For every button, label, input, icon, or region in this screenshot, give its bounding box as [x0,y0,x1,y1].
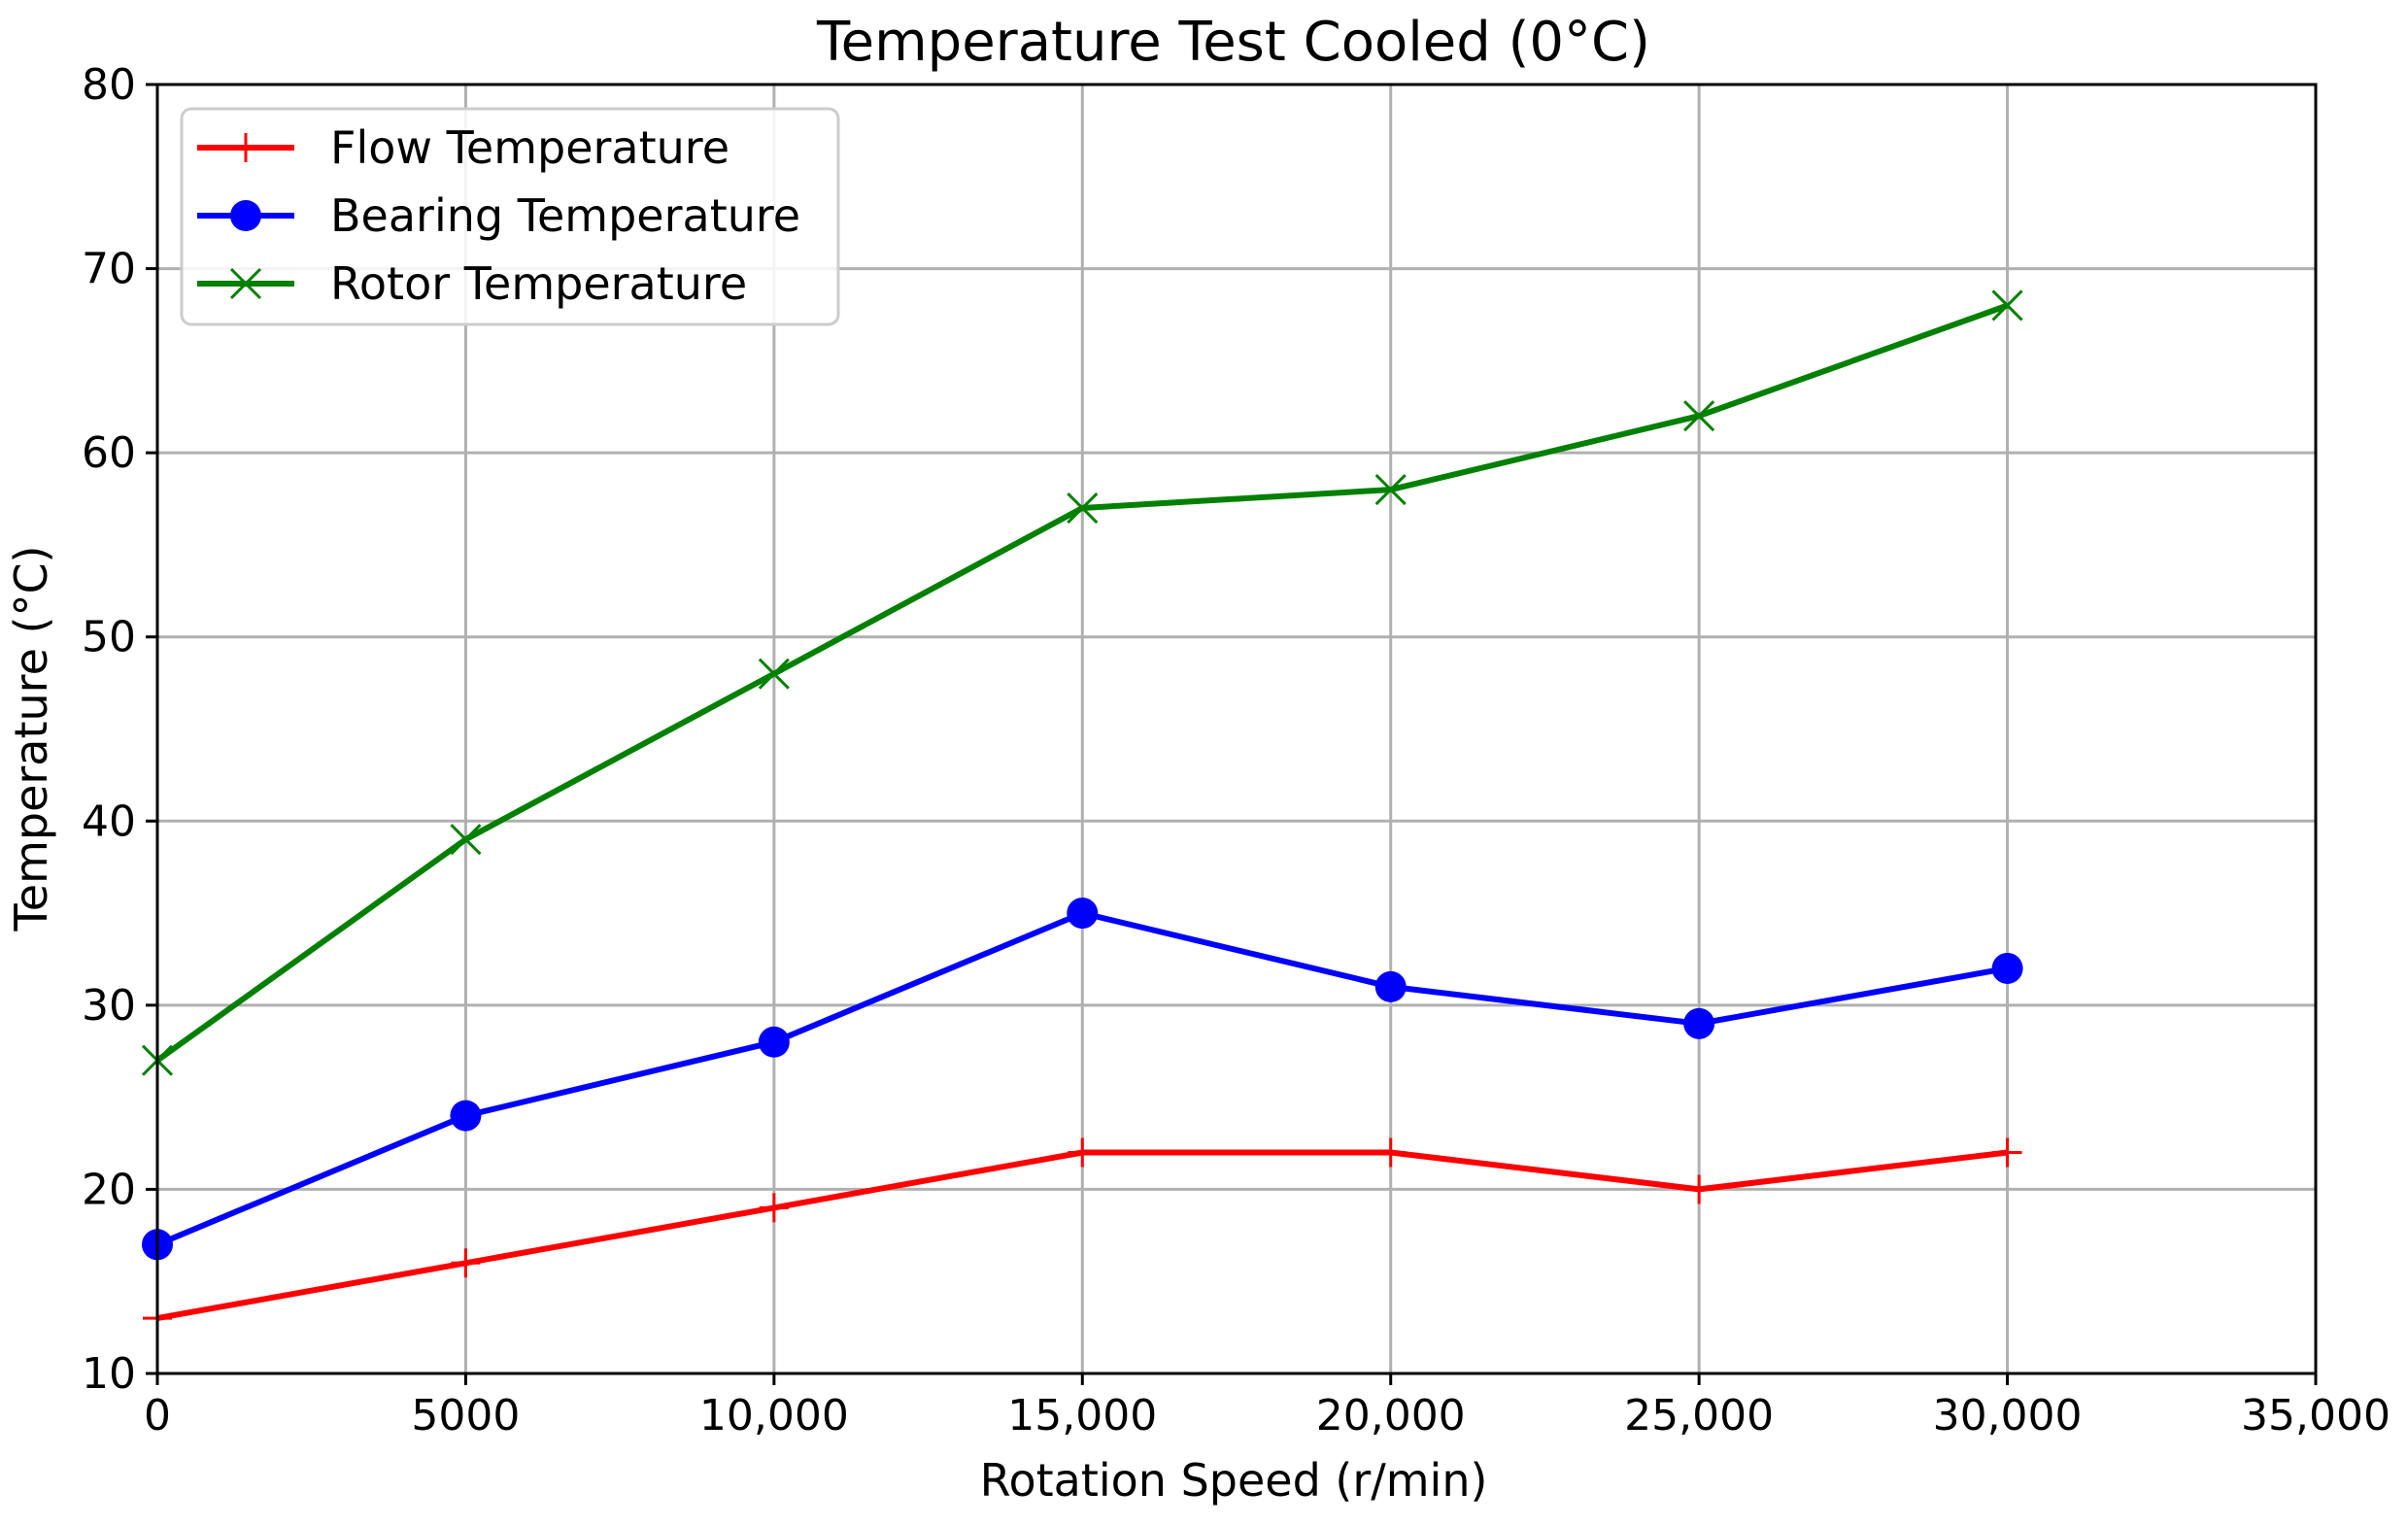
series-layer [141,289,2023,1334]
legend: Flow Temperature Bearing Temperature Rotor… [180,107,840,326]
plot-frame [155,83,2318,1375]
data-point-flow [1684,1174,1714,1204]
legend-marker [230,200,261,231]
x-axis-label: Rotation Speed (r/min) [980,1454,1488,1507]
axis-ticks: 0 5000 10,000 15,000 20,000 25,000 30,000 35,00… [82,60,2391,1440]
legend-item-flow: Flow Temperature [197,121,729,174]
y-tick-label: 10 [82,1349,136,1399]
y-tick-label: 70 [82,245,136,294]
y-tick-label: 80 [82,60,136,110]
data-point-flow [1992,1137,2022,1168]
data-point-bearing [1374,970,1407,1002]
legend-marker [229,267,262,300]
data-point-flow [759,1193,789,1223]
data-point-bearing [450,1100,482,1132]
series-bearing [142,898,2023,1261]
y-axis-label: Temperature (°C) [5,545,57,932]
x-tick-label: 30,000 [1933,1391,2083,1440]
data-point-bearing [758,1026,790,1058]
data-point-rotor [1991,289,2023,322]
data-point-rotor [758,658,790,690]
y-tick-label: 60 [82,428,136,478]
data-point-rotor [450,824,482,856]
legend-marker [231,133,260,162]
x-tick-label: 15,000 [1007,1391,1157,1440]
x-tick-label: 20,000 [1316,1391,1466,1440]
legend-item-rotor: Rotor Temperature [197,257,747,310]
chart-title: Temperature Test Cooled (0°C) [816,11,1650,74]
series-rotor [141,289,2023,1076]
data-point-rotor [1683,400,1715,432]
y-tick-label: 40 [82,796,136,846]
y-tick-label: 30 [82,981,136,1031]
legend-label: Flow Temperature [330,121,729,174]
x-tick-label: 25,000 [1624,1391,1774,1440]
data-point-flow [1375,1137,1406,1168]
data-point-rotor [1067,491,1099,525]
x-tick-label: 10,000 [699,1391,849,1440]
x-tick-label: 35,000 [2241,1391,2391,1440]
y-tick-label: 50 [82,613,136,662]
data-point-bearing [1991,952,2023,984]
data-point-bearing [1067,898,1099,930]
x-tick-label: 5000 [411,1391,520,1440]
data-point-bearing [1683,1007,1715,1039]
data-point-rotor [1374,473,1407,506]
legend-box [180,107,840,326]
data-point-flow [451,1248,481,1278]
x-tick-label: 0 [144,1391,171,1440]
legend-label: Bearing Temperature [330,189,800,242]
legend-item-bearing: Bearing Temperature [197,189,800,242]
y-tick-label: 20 [82,1165,136,1214]
legend-label: Rotor Temperature [330,257,747,310]
data-point-flow [1068,1137,1098,1168]
